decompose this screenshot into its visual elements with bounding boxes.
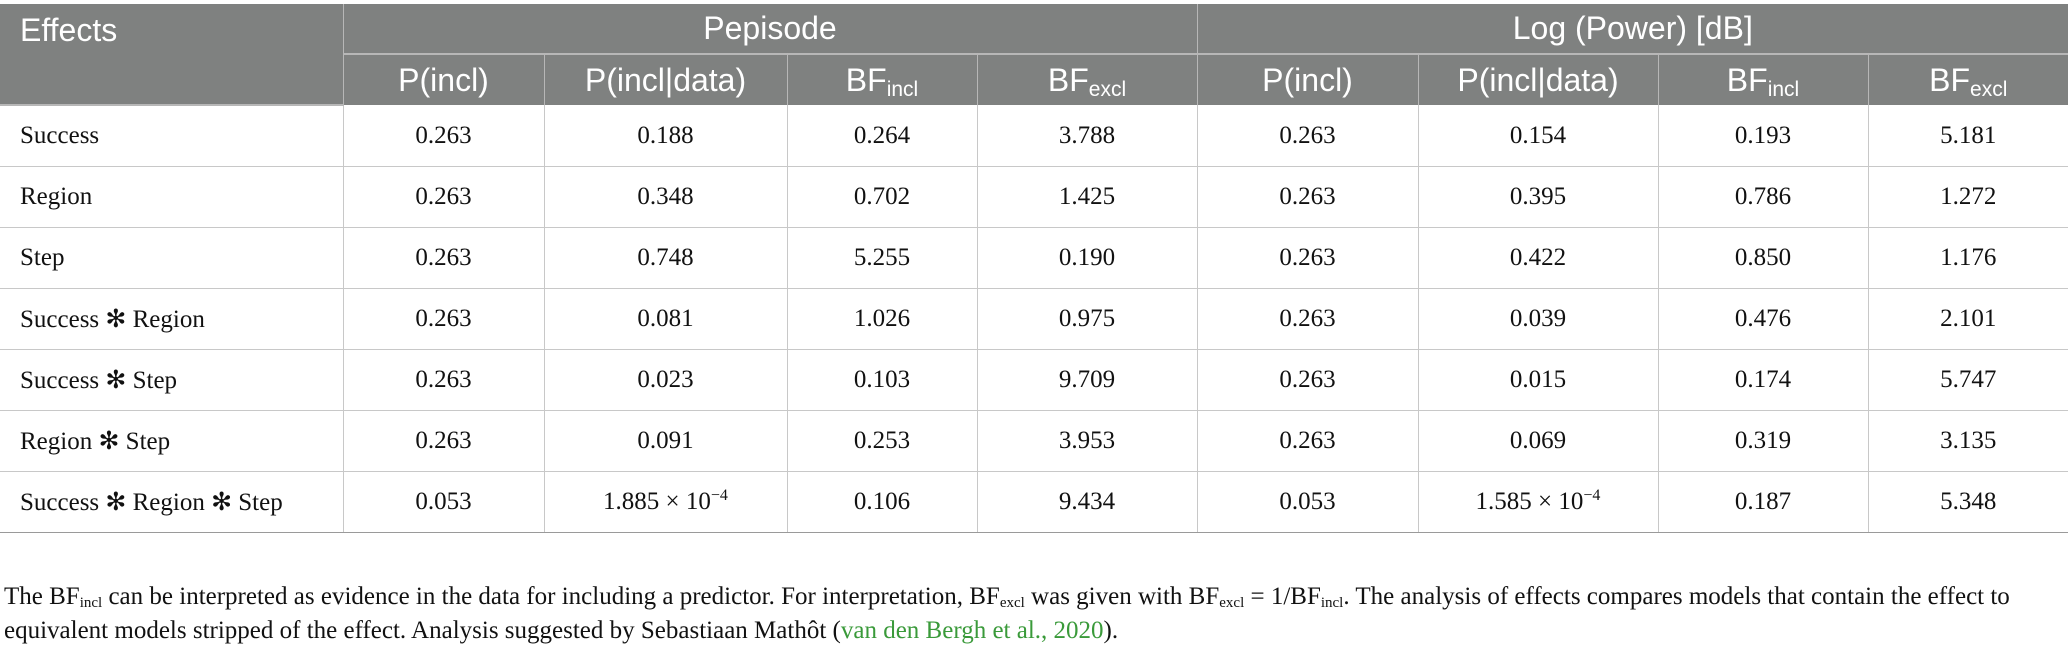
log-p-incl-data-cell: 0.154: [1418, 105, 1659, 167]
log-p-incl-data-cell: 0.422: [1418, 227, 1659, 289]
pep-p-incl-cell: 0.053: [343, 471, 545, 533]
log-bf-incl-cell: 0.174: [1658, 349, 1869, 411]
pep-p-incl-data-cell: 0.091: [544, 410, 788, 472]
header-effects: Effects: [0, 4, 344, 106]
pep-p-incl-data-cell: 0.348: [544, 166, 788, 228]
pep-p-incl-cell: 0.263: [343, 166, 545, 228]
table-row: Success 0.263 0.188 0.264 3.788 0.263 0.…: [0, 105, 2068, 167]
table-row: Success ✻ Region 0.263 0.081 1.026 0.975…: [0, 288, 2068, 350]
pep-p-incl-cell: 0.263: [343, 349, 545, 411]
log-bf-incl-cell: 0.786: [1658, 166, 1869, 228]
pep-p-incl-data-base: 1.885 × 10: [603, 488, 711, 515]
effect-cell: Step: [0, 227, 344, 289]
pep-p-incl-cell: 0.263: [343, 105, 545, 167]
log-p-incl-data-cell: 0.069: [1418, 410, 1659, 472]
effect-cell: Success: [0, 105, 344, 167]
header-log-bf-excl: BFexcl: [1868, 54, 2068, 105]
log-bf-incl-cell: 0.187: [1658, 471, 1869, 533]
header-log-p-incl: P(incl): [1197, 54, 1419, 105]
header-pep-bf-incl: BFincl: [787, 54, 978, 105]
header-pep-p-incl: P(incl): [343, 54, 545, 105]
pep-bf-incl-cell: 0.103: [787, 349, 978, 411]
pep-p-incl-data-exponent: −4: [710, 487, 728, 504]
log-p-incl-cell: 0.263: [1197, 288, 1419, 350]
bayes-factor-table: Effects Pepisode Log (Power) [dB] P(incl…: [0, 4, 2068, 533]
pep-p-incl-data-cell: 1.885 × 10−4: [544, 471, 788, 533]
table-footnote: The BFincl can be interpreted as evidenc…: [4, 583, 2010, 644]
log-p-incl-data-base: 1.585 × 10: [1475, 488, 1584, 515]
table-row: Success ✻ Region ✻ Step 0.053 1.885 × 10…: [0, 471, 2068, 533]
log-p-incl-data-cell: 0.039: [1418, 288, 1659, 350]
header-log-p-incl-data: P(incl|data): [1418, 54, 1659, 105]
log-bf-incl-cell: 0.476: [1658, 288, 1869, 350]
pep-bf-incl-cell: 0.106: [787, 471, 978, 533]
pep-bf-excl-cell: 9.709: [977, 349, 1198, 411]
pep-bf-excl-cell: 1.425: [977, 166, 1198, 228]
table-container: Effects Pepisode Log (Power) [dB] P(incl…: [0, 4, 2068, 533]
header-group-log-power: Log (Power) [dB]: [1197, 4, 2068, 55]
pep-p-incl-cell: 0.263: [343, 410, 545, 472]
pep-bf-incl-cell: 5.255: [787, 227, 978, 289]
pep-bf-excl-cell: 0.975: [977, 288, 1198, 350]
log-p-incl-cell: 0.053: [1197, 471, 1419, 533]
pep-p-incl-data-cell: 0.081: [544, 288, 788, 350]
header-group-pepisode: Pepisode: [343, 4, 1198, 55]
table-row: Success ✻ Step 0.263 0.023 0.103 9.709 0…: [0, 349, 2068, 411]
log-p-incl-cell: 0.263: [1197, 410, 1419, 472]
log-p-incl-data-cell: 0.395: [1418, 166, 1659, 228]
effect-cell: Success ✻ Step: [0, 349, 344, 411]
pep-bf-excl-cell: 3.953: [977, 410, 1198, 472]
effect-cell: Success ✻ Region ✻ Step: [0, 471, 344, 533]
log-p-incl-cell: 0.263: [1197, 105, 1419, 167]
pep-bf-incl-cell: 0.702: [787, 166, 978, 228]
log-bf-incl-cell: 0.193: [1658, 105, 1869, 167]
header-pep-bf-excl: BFexcl: [977, 54, 1198, 105]
pep-p-incl-data-cell: 0.748: [544, 227, 788, 289]
pep-p-incl-data-cell: 0.023: [544, 349, 788, 411]
log-bf-incl-cell: 0.319: [1658, 410, 1869, 472]
pep-bf-excl-cell: 9.434: [977, 471, 1198, 533]
log-bf-excl-cell: 1.272: [1868, 166, 2068, 228]
pep-p-incl-data-cell: 0.188: [544, 105, 788, 167]
pep-bf-excl-cell: 0.190: [977, 227, 1198, 289]
pep-bf-excl-cell: 3.788: [977, 105, 1198, 167]
header-log-bf-incl: BFincl: [1658, 54, 1869, 105]
table-row: Region ✻ Step 0.263 0.091 0.253 3.953 0.…: [0, 410, 2068, 472]
log-p-incl-cell: 0.263: [1197, 227, 1419, 289]
pep-bf-incl-cell: 0.264: [787, 105, 978, 167]
pep-bf-incl-cell: 0.253: [787, 410, 978, 472]
pep-bf-incl-cell: 1.026: [787, 288, 978, 350]
effect-cell: Success ✻ Region: [0, 288, 344, 350]
log-bf-incl-cell: 0.850: [1658, 227, 1869, 289]
log-p-incl-cell: 0.263: [1197, 349, 1419, 411]
effect-cell: Region ✻ Step: [0, 410, 344, 472]
log-bf-excl-cell: 5.348: [1868, 471, 2068, 533]
effect-cell: Region: [0, 166, 344, 228]
log-p-incl-cell: 0.263: [1197, 166, 1419, 228]
log-bf-excl-cell: 1.176: [1868, 227, 2068, 289]
log-p-incl-data-cell: 0.015: [1418, 349, 1659, 411]
log-bf-excl-cell: 5.747: [1868, 349, 2068, 411]
table-row: Region 0.263 0.348 0.702 1.425 0.263 0.3…: [0, 166, 2068, 228]
log-bf-excl-cell: 5.181: [1868, 105, 2068, 167]
pep-p-incl-cell: 0.263: [343, 288, 545, 350]
log-p-incl-data-cell: 1.585 × 10−4: [1418, 471, 1659, 533]
citation-link[interactable]: van den Bergh et al., 2020: [840, 617, 1104, 644]
log-bf-excl-cell: 2.101: [1868, 288, 2068, 350]
log-p-incl-data-exponent: −4: [1583, 487, 1601, 504]
table-row: Step 0.263 0.748 5.255 0.190 0.263 0.422…: [0, 227, 2068, 289]
log-bf-excl-cell: 3.135: [1868, 410, 2068, 472]
pep-p-incl-cell: 0.263: [343, 227, 545, 289]
header-pep-p-incl-data: P(incl|data): [544, 54, 788, 105]
